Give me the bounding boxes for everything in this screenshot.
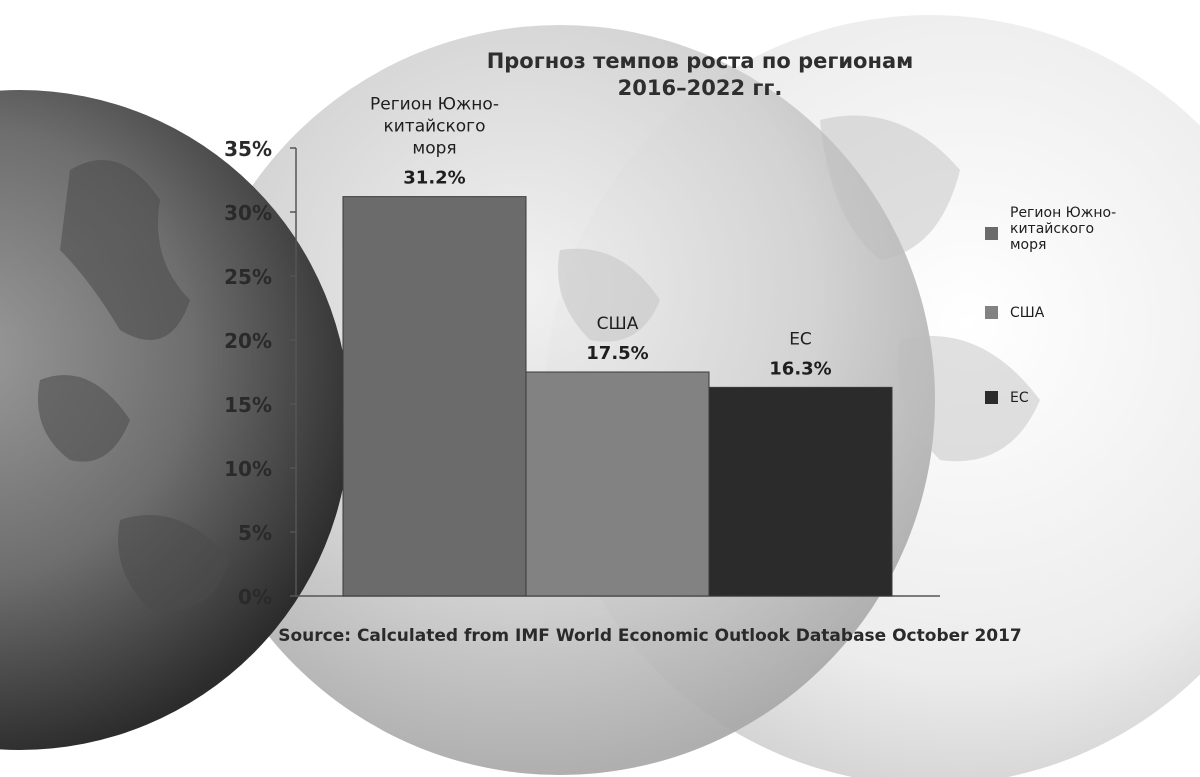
legend-label-line: ЕС <box>1010 390 1029 406</box>
faint-continents <box>558 115 1040 462</box>
legend-swatch <box>985 227 998 240</box>
legend-label-line: китайского <box>1010 221 1095 237</box>
bar <box>342 196 527 597</box>
y-tick-label: 20% <box>224 329 272 353</box>
bar <box>525 371 710 597</box>
data-label: 31.2% <box>403 168 465 189</box>
y-tick-label: 10% <box>224 457 272 481</box>
legend-swatch <box>985 391 998 404</box>
chart-title-line-2: 2016–2022 гг. <box>617 76 783 100</box>
category-label: китайского <box>383 117 485 137</box>
chart-title-line-1: Прогноз темпов роста по регионам <box>486 49 914 73</box>
bar <box>708 386 893 597</box>
category-label: моря <box>412 139 456 159</box>
source-note: Source: Calculated from IMF World Econom… <box>278 626 1022 646</box>
category-label: США <box>597 314 639 334</box>
data-label: 16.3% <box>769 358 831 379</box>
legend-label: Регион Южно-китайского моря <box>1010 205 1160 253</box>
y-tick-label: 0% <box>238 585 272 609</box>
data-label: 17.5% <box>586 343 648 364</box>
category-label: Регион Южно- <box>370 95 499 115</box>
y-tick-label: 5% <box>238 521 272 545</box>
chart-title: Прогноз темпов роста по регионам 2016–20… <box>400 48 1000 102</box>
legend-swatch <box>985 306 998 319</box>
y-tick-label: 15% <box>224 393 272 417</box>
legend-label-line: Регион Южно- <box>1010 205 1117 221</box>
continent-shapes <box>38 160 230 612</box>
legend-label-line: США <box>1010 305 1045 321</box>
legend-label: ЕС <box>1010 390 1160 406</box>
y-tick-label: 30% <box>224 201 272 225</box>
y-tick-label: 25% <box>224 265 272 289</box>
legend-label-line: моря <box>1010 237 1047 253</box>
category-label: ЕС <box>789 329 812 349</box>
legend-label: США <box>1010 305 1160 321</box>
y-tick-label: 35% <box>224 137 272 161</box>
